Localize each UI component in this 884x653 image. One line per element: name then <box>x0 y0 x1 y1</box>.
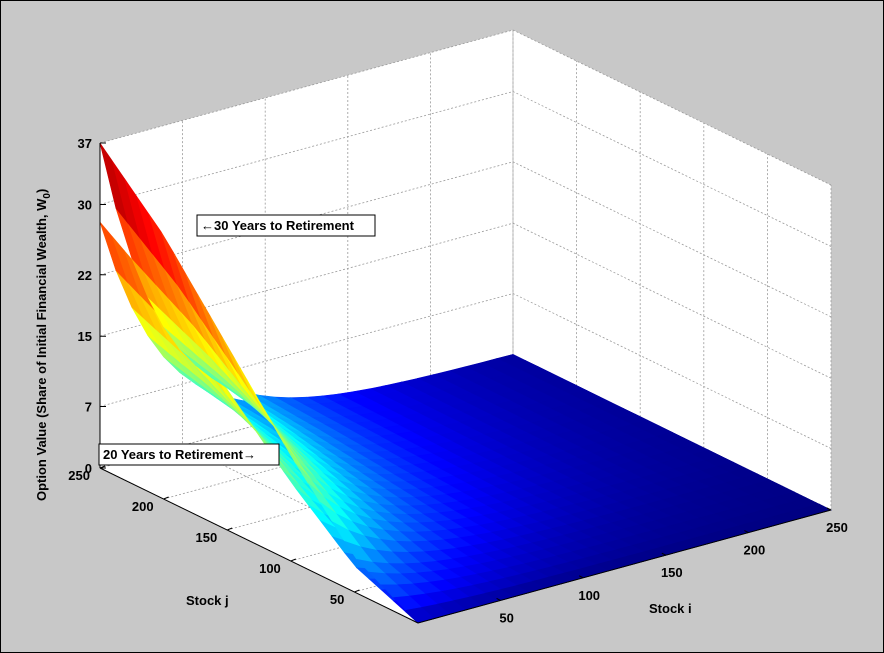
surface-30-years <box>99 142 832 624</box>
x-tick-label: 200 <box>744 543 766 558</box>
y-tick-mark <box>290 558 296 562</box>
x-axis-label: Stock i <box>649 601 692 616</box>
x-tick-mark <box>578 575 584 579</box>
x-tick-mark <box>744 530 749 534</box>
annotation-30-years-box <box>196 214 376 237</box>
x-tick-mark <box>661 552 667 556</box>
y-axis-label: Stock j <box>186 593 229 608</box>
y-tick-labels: 50 100 150 200 250 <box>68 465 360 607</box>
z-tick-label: 15 <box>78 329 92 344</box>
x-axis-line <box>417 509 832 624</box>
z-tick-label: 22 <box>78 268 92 283</box>
y-axis-line <box>99 467 419 624</box>
z-tick-label: 30 <box>78 197 92 212</box>
y-tick-mark <box>354 589 360 593</box>
axis-lines <box>99 143 832 624</box>
x-tick-label: 150 <box>661 565 683 580</box>
annotation-20-years-text: 20 Years to Retirement→ <box>103 447 256 462</box>
x-tick-labels: 50 100 150 200 250 <box>496 507 848 625</box>
y-tick-label: 100 <box>259 561 281 576</box>
z-tick-label: 7 <box>85 400 92 415</box>
x-tick-mark <box>826 507 832 511</box>
annotation-20-years: 20 Years to Retirement→ <box>98 443 280 466</box>
back-wall-i-max <box>513 30 831 510</box>
surface-layer <box>99 142 832 624</box>
y-tick-mark <box>227 527 233 531</box>
z-tick-labels: 0 7 15 22 30 37 <box>78 136 106 476</box>
x-tick-label: 100 <box>578 588 600 603</box>
z-tick-label: 37 <box>78 136 92 151</box>
y-tick-label: 250 <box>68 468 90 483</box>
annotation-30-years: ←30 Years to Retirement <box>196 214 376 237</box>
y-tick-mark <box>163 496 169 500</box>
x-tick-label: 50 <box>499 610 513 625</box>
y-tick-label: 150 <box>195 530 217 545</box>
x-tick-mark <box>496 597 501 601</box>
z-tick-label: 0 <box>85 461 92 476</box>
y-tick-label: 50 <box>330 592 344 607</box>
z-axis-label: Option Value (Share of Initial Financial… <box>34 189 53 501</box>
y-tick-mark <box>99 465 106 469</box>
x-tick-label: 250 <box>826 520 848 535</box>
y-tick-label: 200 <box>132 499 154 514</box>
annotation-30-years-text: ←30 Years to Retirement <box>201 218 355 233</box>
annotation-20-years-box <box>98 443 280 466</box>
